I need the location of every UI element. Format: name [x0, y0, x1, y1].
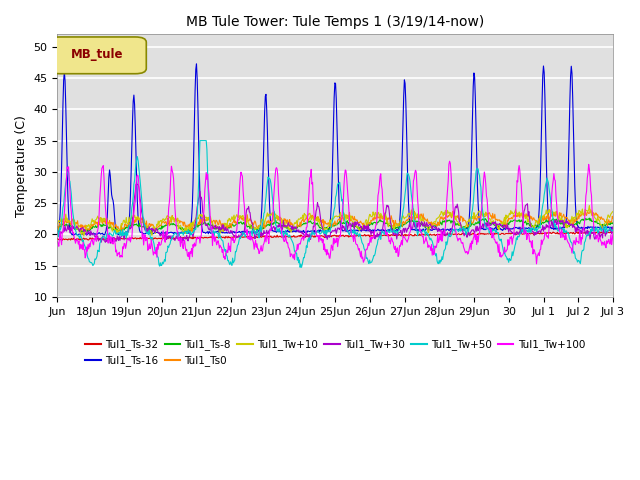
Tul1_Tw+100 — [609, 229, 617, 235]
Tul1_Ts0 — [392, 217, 399, 223]
Legend: Tul1_Ts-32, Tul1_Ts-16, Tul1_Ts-8, Tul1_Ts0, Tul1_Tw+10, Tul1_Tw+30, Tul1_Tw+50,: Tul1_Ts-32, Tul1_Ts-16, Tul1_Ts-8, Tul1_… — [81, 335, 589, 371]
Line: Tul1_Ts0: Tul1_Ts0 — [58, 210, 613, 232]
Tul1_Ts-16 — [409, 227, 417, 232]
Line: Tul1_Tw+50: Tul1_Tw+50 — [58, 141, 613, 267]
Tul1_Ts0 — [408, 217, 416, 223]
Tul1_Ts-8 — [377, 218, 385, 224]
Tul1_Ts-32 — [609, 229, 617, 235]
Tul1_Ts-32 — [72, 238, 80, 243]
Tul1_Tw+100 — [391, 246, 399, 252]
Tul1_Ts-8 — [408, 218, 416, 224]
Tul1_Ts-8 — [88, 225, 95, 230]
Tul1_Tw+30 — [409, 225, 417, 230]
Tul1_Ts-32 — [392, 232, 399, 238]
Tul1_Ts-16 — [54, 231, 61, 237]
Tul1_Tw+100 — [476, 230, 483, 236]
Tul1_Tw+50 — [54, 226, 61, 232]
Tul1_Tw+10 — [377, 211, 385, 216]
Tul1_Tw+100 — [376, 174, 384, 180]
FancyBboxPatch shape — [49, 37, 147, 74]
Tul1_Tw+30 — [88, 231, 95, 237]
Tul1_Tw+50 — [196, 138, 204, 144]
Tul1_Tw+30 — [106, 240, 114, 246]
Tul1_Tw+10 — [609, 208, 617, 214]
Tul1_Ts-16 — [533, 224, 541, 230]
Tul1_Ts0 — [532, 218, 540, 224]
Tul1_Ts-8 — [609, 220, 617, 226]
Tul1_Tw+100 — [54, 239, 61, 244]
Tul1_Ts-8 — [586, 215, 593, 221]
Tul1_Tw+30 — [54, 231, 61, 237]
Tul1_Tw+30 — [378, 229, 385, 235]
Tul1_Ts-32 — [575, 229, 583, 235]
Tul1_Ts0 — [609, 216, 617, 221]
Tul1_Ts-32 — [532, 231, 540, 237]
Tul1_Ts-8 — [532, 224, 540, 229]
Tul1_Tw+10 — [532, 218, 540, 224]
Tul1_Tw+10 — [54, 221, 61, 227]
Tul1_Tw+30 — [609, 226, 617, 232]
Tul1_Tw+100 — [445, 158, 453, 164]
Tul1_Ts0 — [587, 207, 595, 213]
Tul1_Ts-8 — [476, 220, 483, 226]
Tul1_Ts-16 — [378, 227, 385, 233]
Tul1_Tw+50 — [609, 227, 617, 233]
Tul1_Ts-16 — [392, 228, 400, 233]
Line: Tul1_Ts-32: Tul1_Ts-32 — [58, 232, 613, 240]
Line: Tul1_Tw+10: Tul1_Tw+10 — [58, 205, 613, 236]
Tul1_Ts-8 — [148, 230, 156, 236]
Tul1_Ts0 — [476, 214, 483, 219]
Tul1_Tw+10 — [408, 210, 416, 216]
Title: MB Tule Tower: Tule Temps 1 (3/19/14-now): MB Tule Tower: Tule Temps 1 (3/19/14-now… — [186, 15, 484, 29]
Line: Tul1_Tw+30: Tul1_Tw+30 — [58, 184, 613, 243]
Tul1_Ts-32 — [408, 232, 416, 238]
Tul1_Tw+10 — [476, 208, 483, 214]
Tul1_Tw+30 — [476, 225, 484, 231]
Tul1_Tw+10 — [392, 224, 399, 230]
Tul1_Tw+50 — [409, 202, 417, 208]
Tul1_Ts-32 — [476, 230, 483, 236]
Tul1_Tw+100 — [88, 238, 95, 243]
Tul1_Tw+50 — [392, 228, 400, 234]
Tul1_Tw+50 — [378, 230, 385, 236]
Tul1_Tw+10 — [88, 216, 96, 222]
Tul1_Tw+50 — [476, 180, 484, 186]
Tul1_Tw+10 — [586, 203, 593, 208]
Tul1_Tw+100 — [532, 261, 540, 267]
Tul1_Tw+100 — [533, 253, 541, 259]
Tul1_Ts0 — [88, 222, 95, 228]
Tul1_Tw+30 — [392, 230, 400, 236]
Tul1_Tw+30 — [132, 181, 140, 187]
Tul1_Ts-32 — [88, 235, 96, 241]
Line: Tul1_Ts-16: Tul1_Ts-16 — [58, 64, 613, 236]
Tul1_Ts-16 — [193, 61, 200, 67]
Tul1_Tw+10 — [80, 233, 88, 239]
Tul1_Ts-8 — [392, 226, 399, 232]
Tul1_Ts-32 — [54, 236, 61, 241]
Tul1_Ts-16 — [476, 223, 484, 229]
Tul1_Ts0 — [188, 229, 196, 235]
Tul1_Ts-8 — [54, 225, 61, 231]
Tul1_Tw+100 — [408, 213, 415, 219]
Tul1_Tw+50 — [298, 264, 305, 270]
Tul1_Ts0 — [54, 223, 61, 229]
Tul1_Ts-16 — [88, 231, 96, 237]
Line: Tul1_Ts-8: Tul1_Ts-8 — [58, 218, 613, 233]
Tul1_Tw+30 — [533, 228, 541, 234]
Line: Tul1_Tw+100: Tul1_Tw+100 — [58, 161, 613, 264]
Tul1_Tw+50 — [88, 260, 95, 265]
Tul1_Ts-16 — [609, 224, 617, 230]
Text: MB_tule: MB_tule — [71, 48, 124, 61]
Tul1_Ts-32 — [377, 232, 385, 238]
Y-axis label: Temperature (C): Temperature (C) — [15, 115, 28, 216]
Tul1_Ts-16 — [70, 233, 77, 239]
Tul1_Tw+50 — [533, 227, 541, 233]
Tul1_Ts0 — [377, 213, 385, 218]
